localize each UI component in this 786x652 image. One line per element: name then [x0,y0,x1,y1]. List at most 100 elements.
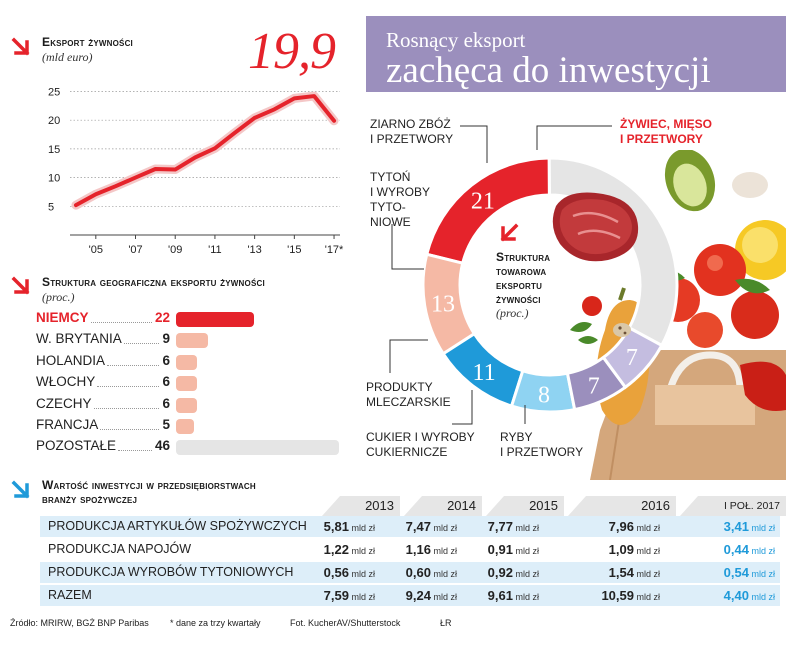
garnish-illustration [570,296,631,344]
y-tick-label: 15 [48,144,60,156]
donut-slice-2 [421,252,477,356]
label-zywiec: ŻYWIEC, MIĘSO I PRZETWORY [620,117,713,146]
footer-photo-credit: Fot. KucherAV/Shutterstock [290,618,401,628]
unit-label: mld zł [430,523,457,533]
investment-value: 4,40 mld zł [723,588,775,603]
x-tick-label: '07 [128,244,142,256]
geo-bar [176,312,255,327]
geo-value-label: 22 [154,310,170,325]
label-zboza: ZIARNO ZBÓŻ I PRZETWORY [370,117,454,146]
year-header-row: 2013 2014 2015 2016 I POŁ. 2017 [40,494,786,516]
donut-title-line-4: żywności [496,292,541,306]
unit-label: mld zł [348,569,375,579]
geo-leader-dots [118,450,152,452]
investment-row: PRODUKCJA NAPOJÓW 1,22 mld zł 1,16 mld zł 0… [40,539,780,560]
investment-value: 3,41 mld zł [723,519,775,534]
unit-label: mld zł [430,592,457,602]
geo-leader-dots [107,364,159,366]
tomato-icon [694,244,746,296]
investment-value: 10,59 mld zł [601,588,660,603]
label-ryby: RYBY I PRZETWORY [500,430,584,459]
unit-label: mld zł [748,569,775,579]
geo-category-label: WŁOCHY [36,374,96,390]
arrow-down-right-blue-icon [11,480,30,499]
cherry-tomato-icon [582,296,602,316]
investment-table: 2013 2014 2015 2016 I POŁ. 2017 PRODUKCJA AR… [40,494,786,608]
unit-label: mld zł [348,592,375,602]
x-tick-label: '09 [168,244,182,256]
donut-title-line-3: eksportu [496,278,543,292]
series-line-export [73,94,337,208]
investment-row: PRODUKCJA WYROBÓW TYTONIOWYCH 0,56 mld zł… [40,562,780,583]
donut-value-label: 7 [588,373,600,399]
investment-row-label: PRODUKCJA NAPOJÓW [48,542,192,556]
geo-value-label: 46 [154,438,170,454]
geo-bar [176,419,194,434]
geo-row: W. BRYTANIA 9 [36,329,360,350]
geo-row: CZECHY 6 [36,394,360,415]
donut-value-label: 13 [431,292,455,318]
donut-value-label: 21 [471,189,495,215]
donut-subtitle: (proc.) [496,306,529,320]
export-chart-section: Eksport żywności (mld euro) 19,9 [10,23,360,264]
investment-value: 0,92 mld zł [487,565,539,580]
label-mleczarskie: PRODUKTY MLECZARSKIE [366,380,451,409]
investment-value: 5,81 mld zł [323,519,375,534]
footer-note: * dane za trzy kwartały [170,618,261,628]
geo-bar [176,333,208,349]
year-header-cell: 2016 [568,496,676,516]
investment-value: 9,24 mld zł [405,588,457,603]
investment-row-label: PRODUKCJA ARTYKUŁÓW SPOŻYWCZYCH [48,519,307,533]
investment-value: 7,47 mld zł [405,519,457,534]
geo-leader-dots [97,386,159,388]
geo-value-label: 5 [162,417,170,432]
donut-slice-5 [565,355,628,412]
investment-value: 0,54 mld zł [723,565,775,580]
geo-bar [176,397,198,413]
geo-value-label: 6 [162,374,170,390]
geo-bar [176,354,198,370]
unit-label: mld zł [633,592,660,602]
geo-leader-dots [91,322,152,323]
unit-label: mld zł [633,546,660,556]
meat-steak-icon [552,192,639,262]
y-tick-label: 25 [48,86,60,98]
geo-bar [176,376,198,392]
investment-value: 1,54 mld zł [608,565,660,580]
donut-value-label: 7 [626,345,638,371]
investment-row-label: PRODUKCJA WYROBÓW TYTONIOWYCH [48,565,294,579]
unit-label: mld zł [748,523,775,533]
geo-leader-dots [124,343,159,345]
geo-row: POZOSTAŁE 46 [36,436,360,457]
investment-value: 7,96 mld zł [608,519,660,534]
geo-category-label: NIEMCY [36,310,89,325]
quail-egg-icon [613,323,631,337]
investment-value: 1,09 mld zł [608,542,660,557]
geo-title: Struktura geograficzna eksportu żywności [42,275,265,289]
footer-initials: ŁR [440,618,452,628]
geo-section: Struktura geograficzna eksportu żywności… [10,275,355,465]
unit-label: mld zł [512,569,539,579]
donut-title-line-1: Struktura [496,250,551,264]
headline-banner [366,16,786,92]
unit-label: mld zł [430,546,457,556]
donut-slice-1 [424,156,551,266]
investment-value: 7,59 mld zł [323,588,375,603]
x-tick-label: '11 [208,244,222,256]
investment-value: 1,16 mld zł [405,542,457,557]
mushroom-icon [732,172,768,198]
herb-icon [570,322,598,344]
geo-category-label: POZOSTAŁE [36,438,117,454]
unit-label: mld zł [512,592,539,602]
export-chart-subtitle: (mld euro) [42,50,93,64]
geo-row: WŁOCHY 6 [36,372,360,393]
unit-label: mld zł [748,592,775,602]
geo-subtitle: (proc.) [42,290,75,304]
donut-value-label: 8 [538,382,550,408]
headline-subtitle: Rosnący eksport [386,28,526,52]
x-tick-label: '17* [325,244,344,256]
year-header-cell: 2015 [486,496,564,516]
footer-source: Źródło: MRIRW, BGŻ BNP Paribas [10,618,149,628]
year-header-cell: 2014 [404,496,482,516]
